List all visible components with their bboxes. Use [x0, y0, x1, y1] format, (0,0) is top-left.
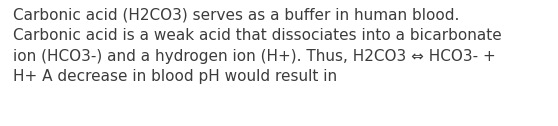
- Text: Carbonic acid (H2CO3) serves as a buffer in human blood.
Carbonic acid is a weak: Carbonic acid (H2CO3) serves as a buffer…: [13, 8, 502, 84]
